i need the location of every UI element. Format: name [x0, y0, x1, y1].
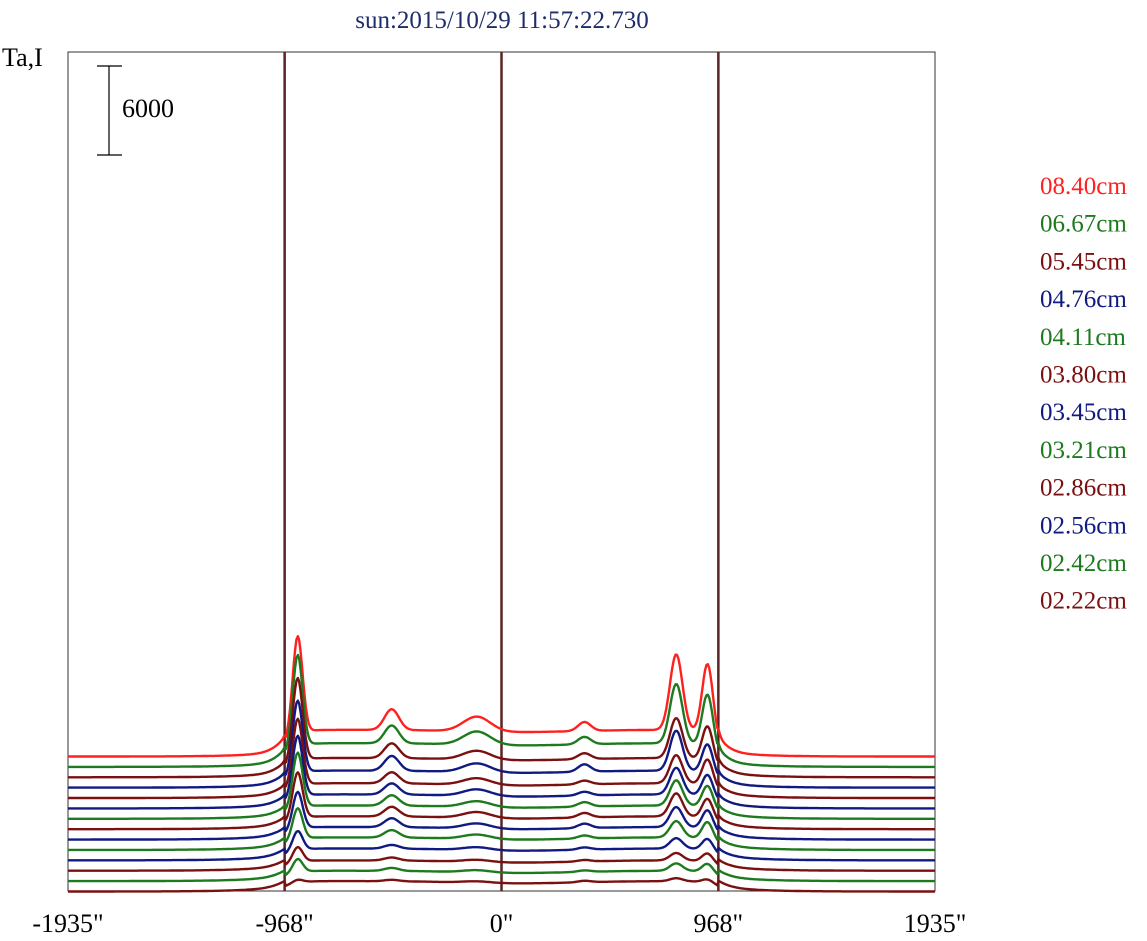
y-axis-label: Ta,I	[2, 43, 43, 72]
legend-entry-8: 02.86cm	[1040, 475, 1127, 502]
series-line-7	[68, 771, 935, 831]
x-tick-label-1: -968"	[255, 909, 313, 938]
x-tick-label-3: 968"	[694, 909, 744, 938]
x-tick-label-2: 0"	[490, 909, 514, 938]
chart-title: sun:2015/10/29 11:57:22.730	[355, 7, 649, 34]
series-line-0	[68, 635, 935, 758]
series-line-3	[68, 699, 935, 789]
series-lines	[68, 635, 935, 893]
x-tick-labels: -1935" -968" 0" 968" 1935"	[32, 909, 966, 938]
legend-entry-10: 02.42cm	[1040, 550, 1127, 577]
legend-entry-4: 04.11cm	[1040, 324, 1126, 351]
x-tick-label-4: 1935"	[904, 909, 967, 938]
legend-entry-6: 03.45cm	[1040, 399, 1127, 426]
scale-bar: 6000	[97, 65, 174, 156]
legend-entry-7: 03.21cm	[1040, 437, 1127, 464]
x-tick-label-0: -1935"	[32, 909, 103, 938]
legend-entry-5: 03.80cm	[1040, 362, 1127, 389]
series-line-2	[68, 676, 935, 779]
legend-entry-2: 05.45cm	[1040, 248, 1127, 275]
legend-entry-1: 06.67cm	[1040, 211, 1127, 238]
series-line-11	[68, 845, 935, 872]
series-line-5	[68, 734, 935, 810]
series-line-9	[68, 807, 935, 852]
legend: 08.40cm 06.67cm 05.45cm 04.76cm 04.11cm 03.80…	[1040, 173, 1127, 615]
series-line-6	[68, 751, 935, 820]
legend-entry-3: 04.76cm	[1040, 286, 1127, 313]
series-line-13	[68, 877, 935, 893]
legend-entry-11: 02.22cm	[1040, 588, 1127, 615]
legend-entry-0: 08.40cm	[1040, 173, 1127, 200]
scale-bar-label: 6000	[122, 94, 174, 123]
series-line-10	[68, 829, 935, 862]
legend-entry-9: 02.56cm	[1040, 512, 1127, 539]
series-line-12	[68, 857, 935, 883]
series-line-1	[68, 653, 935, 769]
series-line-8	[68, 790, 935, 841]
reference-lines	[283, 52, 720, 891]
series-line-4	[68, 717, 935, 800]
